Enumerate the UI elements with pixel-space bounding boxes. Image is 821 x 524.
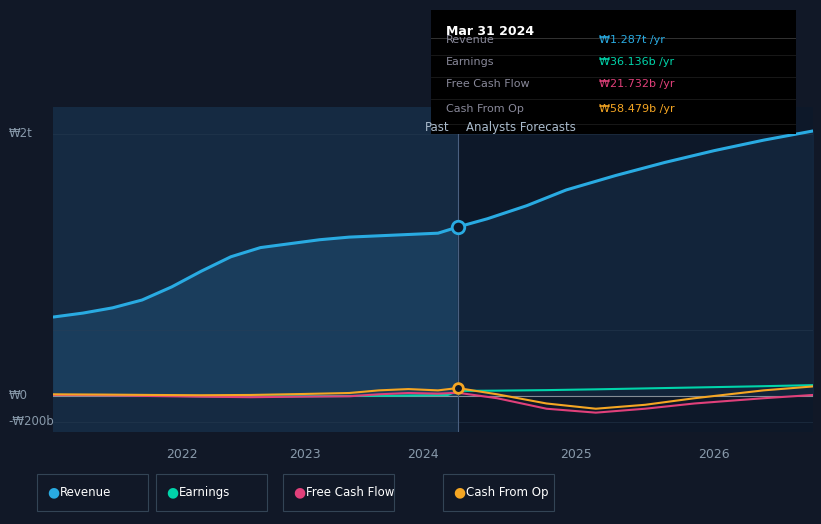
Text: Cash From Op: Cash From Op	[446, 104, 524, 114]
Text: ●: ●	[293, 486, 305, 499]
Text: Earnings: Earnings	[179, 486, 231, 499]
Text: Earnings: Earnings	[446, 57, 494, 67]
Text: ₩36.136b /yr: ₩36.136b /yr	[599, 57, 674, 67]
Text: ●: ●	[166, 486, 178, 499]
Text: Free Cash Flow: Free Cash Flow	[306, 486, 395, 499]
Text: ₩0: ₩0	[8, 389, 27, 402]
Text: 2025: 2025	[560, 448, 592, 461]
Text: Analysts Forecasts: Analysts Forecasts	[466, 121, 576, 134]
Text: Cash From Op: Cash From Op	[466, 486, 548, 499]
Bar	[53, 107, 458, 432]
Text: 2023: 2023	[289, 448, 321, 461]
Text: ●: ●	[453, 486, 466, 499]
Text: 2024: 2024	[407, 448, 439, 461]
Text: 2026: 2026	[699, 448, 730, 461]
Text: -₩200b: -₩200b	[8, 416, 54, 428]
Text: 2022: 2022	[166, 448, 197, 461]
Text: Revenue: Revenue	[446, 35, 494, 45]
Text: Mar 31 2024: Mar 31 2024	[446, 25, 534, 38]
Text: Revenue: Revenue	[60, 486, 112, 499]
Bar	[458, 107, 813, 432]
Text: Free Cash Flow: Free Cash Flow	[446, 79, 530, 89]
Text: Past: Past	[425, 121, 450, 134]
Text: ₩58.479b /yr: ₩58.479b /yr	[599, 104, 675, 114]
Text: ●: ●	[47, 486, 59, 499]
Text: ₩21.732b /yr: ₩21.732b /yr	[599, 79, 675, 89]
Text: ₩2t: ₩2t	[8, 127, 32, 140]
Text: ₩1.287t /yr: ₩1.287t /yr	[599, 35, 665, 45]
